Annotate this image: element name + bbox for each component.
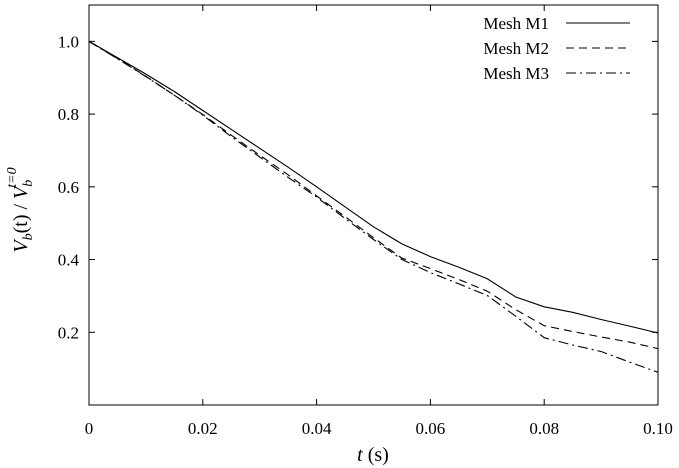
plot-frame: [88, 4, 659, 406]
y-axis-title-sup2: t=0: [5, 167, 20, 187]
x-tick-label: 0.10: [643, 419, 673, 438]
y-axis-title-sub1: b: [21, 233, 36, 240]
y-tick-label: 0.2: [58, 323, 79, 342]
y-tick-label: 1.0: [58, 32, 79, 51]
y-axis-title-sub2: b: [21, 180, 36, 187]
x-axis-title: t (s): [357, 444, 389, 466]
legend-label-1: Mesh M1: [483, 14, 549, 33]
series-line-3: [88, 40, 659, 373]
x-axis-ticks: 0 0.02 0.04 0.06 0.08 0.10: [85, 5, 673, 438]
series-layer: [88, 40, 659, 373]
y-axis-title-var2: V: [10, 184, 32, 199]
series-line-2: [88, 40, 659, 350]
y-axis-title: Vb(t) / Vbt=0: [5, 167, 36, 252]
x-tick-label: 0: [85, 419, 94, 438]
y-tick-label: 0.6: [58, 178, 79, 197]
series-line-1: [88, 40, 659, 334]
x-tick-label: 0.08: [529, 419, 559, 438]
y-tick-label: 0.4: [58, 251, 80, 270]
legend-label-2: Mesh M2: [483, 39, 549, 58]
y-axis-title-mid: (t) /: [10, 199, 32, 233]
x-axis-title-unit: (s): [363, 444, 389, 466]
legend-label-3: Mesh M3: [483, 64, 549, 83]
x-tick-label: 0.04: [302, 419, 332, 438]
x-axis-title-var: t: [357, 444, 363, 466]
x-tick-label: 0.02: [188, 419, 218, 438]
y-axis-ticks: 0.2 0.4 0.6 0.8 1.0: [58, 32, 658, 342]
y-tick-label: 0.8: [58, 105, 79, 124]
x-tick-label: 0.06: [416, 419, 446, 438]
legend: Mesh M1 Mesh M2 Mesh M3: [483, 14, 630, 83]
plot-border: [88, 4, 659, 406]
y-axis-title-var1: V: [10, 238, 32, 253]
